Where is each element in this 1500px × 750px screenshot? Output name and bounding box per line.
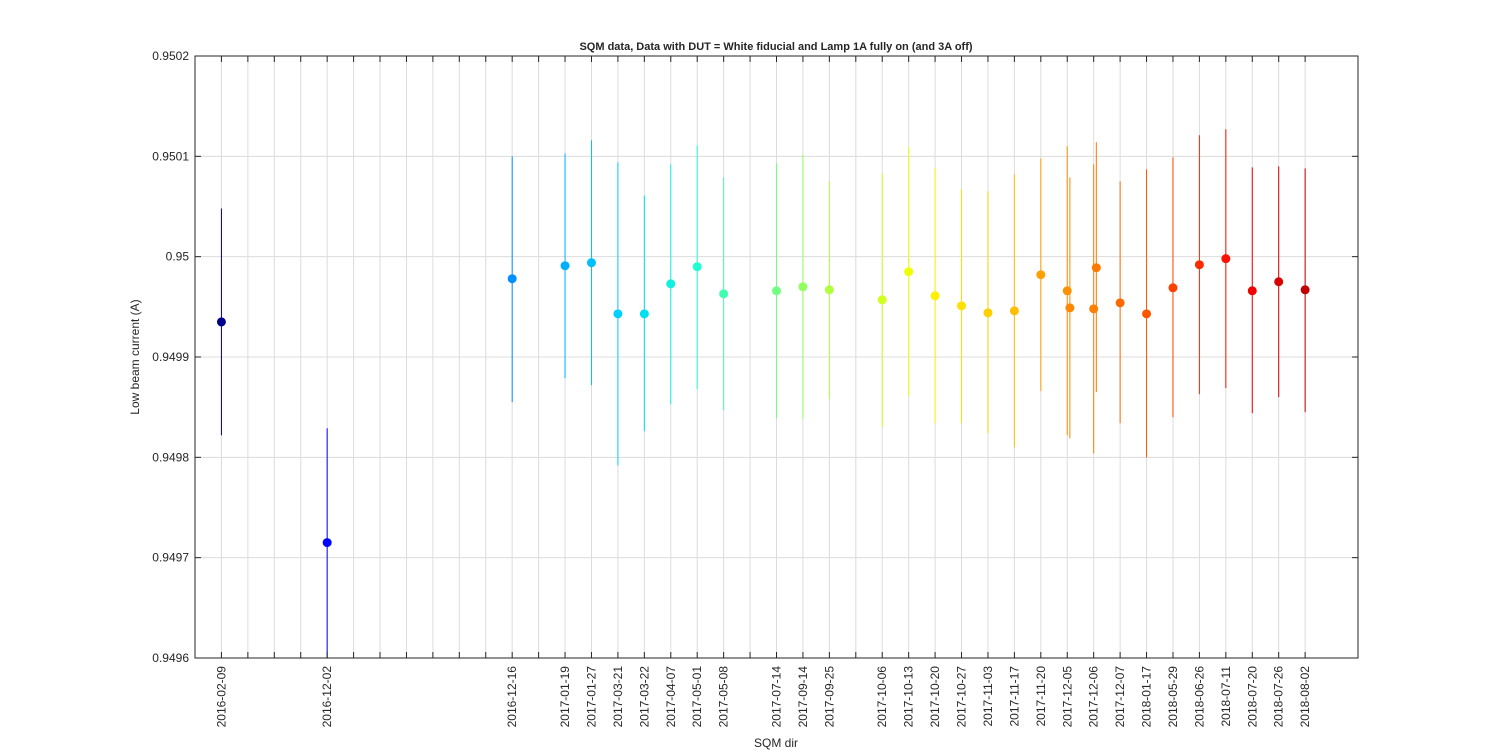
- data-point: [216, 317, 226, 327]
- data-point: [1142, 309, 1152, 319]
- data-point: [877, 295, 887, 305]
- data-point: [1089, 304, 1099, 314]
- data-point: [1009, 306, 1019, 316]
- x-tick-label: 2018-07-11: [1219, 666, 1233, 727]
- y-tick-label: 0.95: [166, 250, 190, 264]
- data-point: [613, 309, 623, 319]
- y-tick-label: 0.9498: [152, 450, 189, 464]
- x-tick-label: 2018-05-29: [1166, 666, 1180, 728]
- x-tick-label: 2018-06-26: [1192, 666, 1206, 728]
- data-point: [1062, 286, 1072, 296]
- data-point: [639, 309, 649, 319]
- x-tick-label: 2017-01-27: [584, 666, 598, 728]
- x-tick-label: 2016-02-09: [214, 666, 228, 728]
- data-point: [1091, 263, 1101, 273]
- data-point: [930, 291, 940, 301]
- x-tick-label: 2018-08-02: [1298, 666, 1312, 728]
- data-point: [1247, 286, 1257, 296]
- x-tick-label: 2017-10-27: [955, 666, 969, 728]
- data-point: [719, 289, 729, 299]
- x-tick-label: 2017-01-19: [558, 666, 572, 728]
- data-point: [560, 261, 570, 271]
- data-point: [692, 262, 702, 272]
- x-tick-label: 2017-10-13: [902, 666, 916, 728]
- x-tick-label: 2017-10-20: [928, 666, 942, 728]
- y-axis-label: Low beam current (A): [128, 299, 142, 414]
- x-tick-label: 2016-12-02: [320, 666, 334, 728]
- data-points: [216, 254, 1310, 548]
- data-point: [322, 538, 332, 548]
- x-axis-ticks: 2016-02-09 2016-12-02 2016-12-16 2017-01-19…: [214, 56, 1312, 727]
- data-point: [1194, 260, 1204, 270]
- data-point: [1115, 298, 1125, 308]
- y-tick-label: 0.9499: [152, 350, 189, 364]
- x-tick-label: 2017-12-05: [1060, 666, 1074, 728]
- data-point: [904, 267, 914, 277]
- x-tick-label: 2018-01-17: [1140, 666, 1154, 728]
- y-tick-label: 0.9496: [152, 651, 189, 665]
- x-tick-label: 2017-12-07: [1113, 666, 1127, 728]
- x-tick-label: 2018-07-20: [1245, 666, 1259, 728]
- data-point: [586, 258, 596, 268]
- x-tick-label: 2017-07-14: [770, 666, 784, 728]
- data-point: [772, 286, 781, 296]
- data-point: [1300, 285, 1310, 295]
- x-tick-label: 2017-05-08: [717, 666, 731, 728]
- x-tick-label: 2017-05-01: [690, 666, 704, 728]
- data-point: [1065, 303, 1075, 313]
- y-axis-ticks: 0.9496 0.9497 0.9498 0.9499 0.95 0.9501 0.9502: [152, 49, 1358, 665]
- x-tick-label: 2017-09-14: [796, 666, 810, 728]
- x-tick-label: 2017-09-25: [822, 666, 836, 728]
- x-tick-label: 2017-03-21: [611, 666, 625, 728]
- x-tick-label: 2017-10-06: [875, 666, 889, 728]
- data-point: [507, 274, 517, 284]
- x-tick-label: 2017-04-07: [664, 666, 678, 728]
- data-point: [666, 279, 676, 289]
- x-tick-label: 2017-11-17: [1007, 666, 1021, 727]
- x-axis-label: SQM dir: [754, 736, 798, 750]
- y-tick-label: 0.9497: [152, 551, 189, 565]
- x-tick-label: 2017-11-03: [981, 666, 995, 727]
- data-point: [1221, 254, 1231, 264]
- data-point: [798, 282, 808, 292]
- x-tick-label: 2018-07-26: [1272, 666, 1286, 728]
- data-point: [983, 308, 993, 318]
- y-tick-label: 0.9502: [152, 49, 189, 63]
- x-tick-label: 2017-03-22: [637, 666, 651, 728]
- data-point: [1036, 270, 1046, 280]
- x-tick-label: 2017-11-20: [1034, 666, 1048, 727]
- data-point: [1274, 277, 1284, 287]
- y-tick-label: 0.9501: [152, 149, 189, 163]
- chart-title: SQM data, Data with DUT = White fiducial…: [579, 41, 972, 53]
- x-tick-label: 2016-12-16: [505, 666, 519, 728]
- x-tick-label: 2017-12-06: [1087, 666, 1101, 728]
- data-point: [1168, 283, 1178, 293]
- data-point: [824, 285, 834, 295]
- data-point: [957, 301, 967, 311]
